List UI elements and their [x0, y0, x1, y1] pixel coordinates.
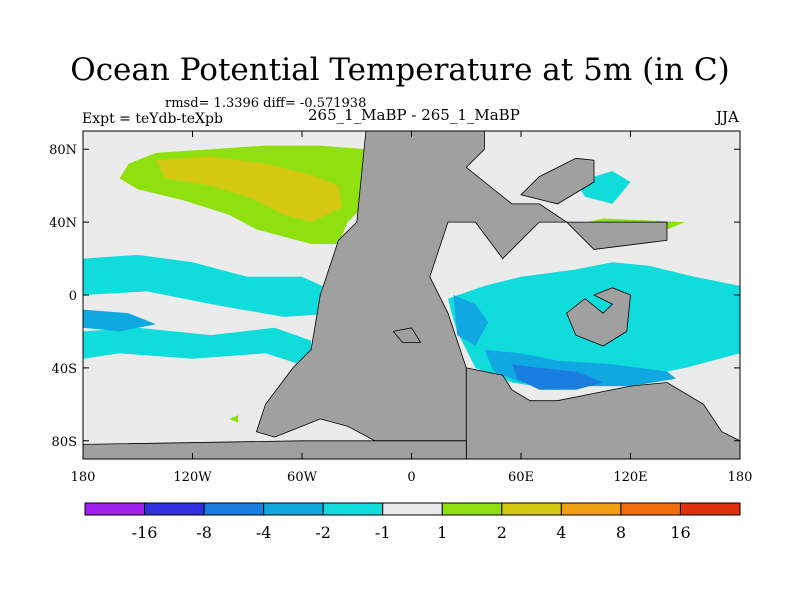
y-tick-label: 40N [49, 216, 77, 231]
colorbar-swatch [501, 502, 562, 516]
region-tiny-warm-spot [229, 415, 239, 423]
x-tick-label: 180 [71, 470, 96, 485]
colorbar-label: 2 [497, 523, 507, 542]
season-label: JJA [716, 108, 739, 126]
colorbar-swatch [560, 502, 622, 516]
colorbar-label: -16 [132, 523, 158, 542]
region-east-pacific-cool [83, 254, 343, 317]
rmsd-diff-stats: rmsd= 1.3396 diff= -0.571938 [165, 96, 367, 111]
x-tick-label: 120W [173, 470, 212, 485]
y-tick-label: 0 [69, 289, 77, 304]
land-northern-peninsula [520, 157, 595, 205]
colorbar-swatch [144, 502, 205, 516]
colorbar-label: -8 [196, 523, 212, 542]
colorbar-label: -4 [256, 523, 272, 542]
colorbar-swatch [620, 502, 681, 516]
y-tick-label: 80S [52, 435, 77, 450]
colorbar-swatch [441, 502, 503, 516]
experiment-label: Expt = teYdb-teXpb [82, 111, 223, 127]
region-west-atlantic-cool [83, 309, 156, 332]
x-tick-label: 60E [508, 470, 534, 485]
land-masks [82, 130, 741, 460]
x-tick-label: 60W [287, 470, 318, 485]
land-small-island [392, 327, 422, 343]
x-tick-label: 120E [613, 470, 647, 485]
colorbar-swatch [679, 502, 741, 516]
land-ring-island [566, 287, 631, 347]
colorbar-label: -1 [375, 523, 391, 542]
colorbar-label: 1 [437, 523, 447, 542]
region-southern-indian-coldest [511, 364, 604, 390]
region-south-pacific-cool [83, 327, 312, 368]
colorbar-swatch [263, 502, 324, 516]
colorbar-label: 16 [670, 523, 690, 542]
land-central-continent [255, 130, 668, 442]
x-tick-label: 180 [728, 470, 753, 485]
run-comparison-label: 265_1_MaBP - 265_1_MaBP [308, 106, 520, 124]
colorbar: -16 -8 -4 -2 -1 1 2 4 8 16 [84, 502, 741, 542]
region-indian-ocean-colder [453, 295, 489, 346]
land-south-pole-strip [82, 440, 467, 460]
colorbar-swatch [322, 502, 384, 516]
region-north-pacific-hot [156, 156, 343, 223]
chart-title: Ocean Potential Temperature at 5m (in C) [70, 52, 730, 88]
colorbar-swatch [382, 502, 443, 516]
colorbar-swatch [84, 502, 146, 516]
colorbar-label: 4 [556, 523, 566, 542]
map-axes: 180 120W 60W 0 60E 120E 180 80N 40N 0 40S 80S [49, 131, 752, 485]
colorbar-label: 8 [616, 523, 626, 542]
y-tick-label: 40S [52, 362, 77, 377]
region-eastern-tropics-cool [639, 280, 713, 305]
difference-regions [83, 145, 740, 423]
colorbar-label: -2 [315, 523, 331, 542]
x-tick-label: 0 [407, 470, 415, 485]
y-tick-label: 80N [49, 143, 77, 158]
colorbar-swatch [203, 502, 265, 516]
